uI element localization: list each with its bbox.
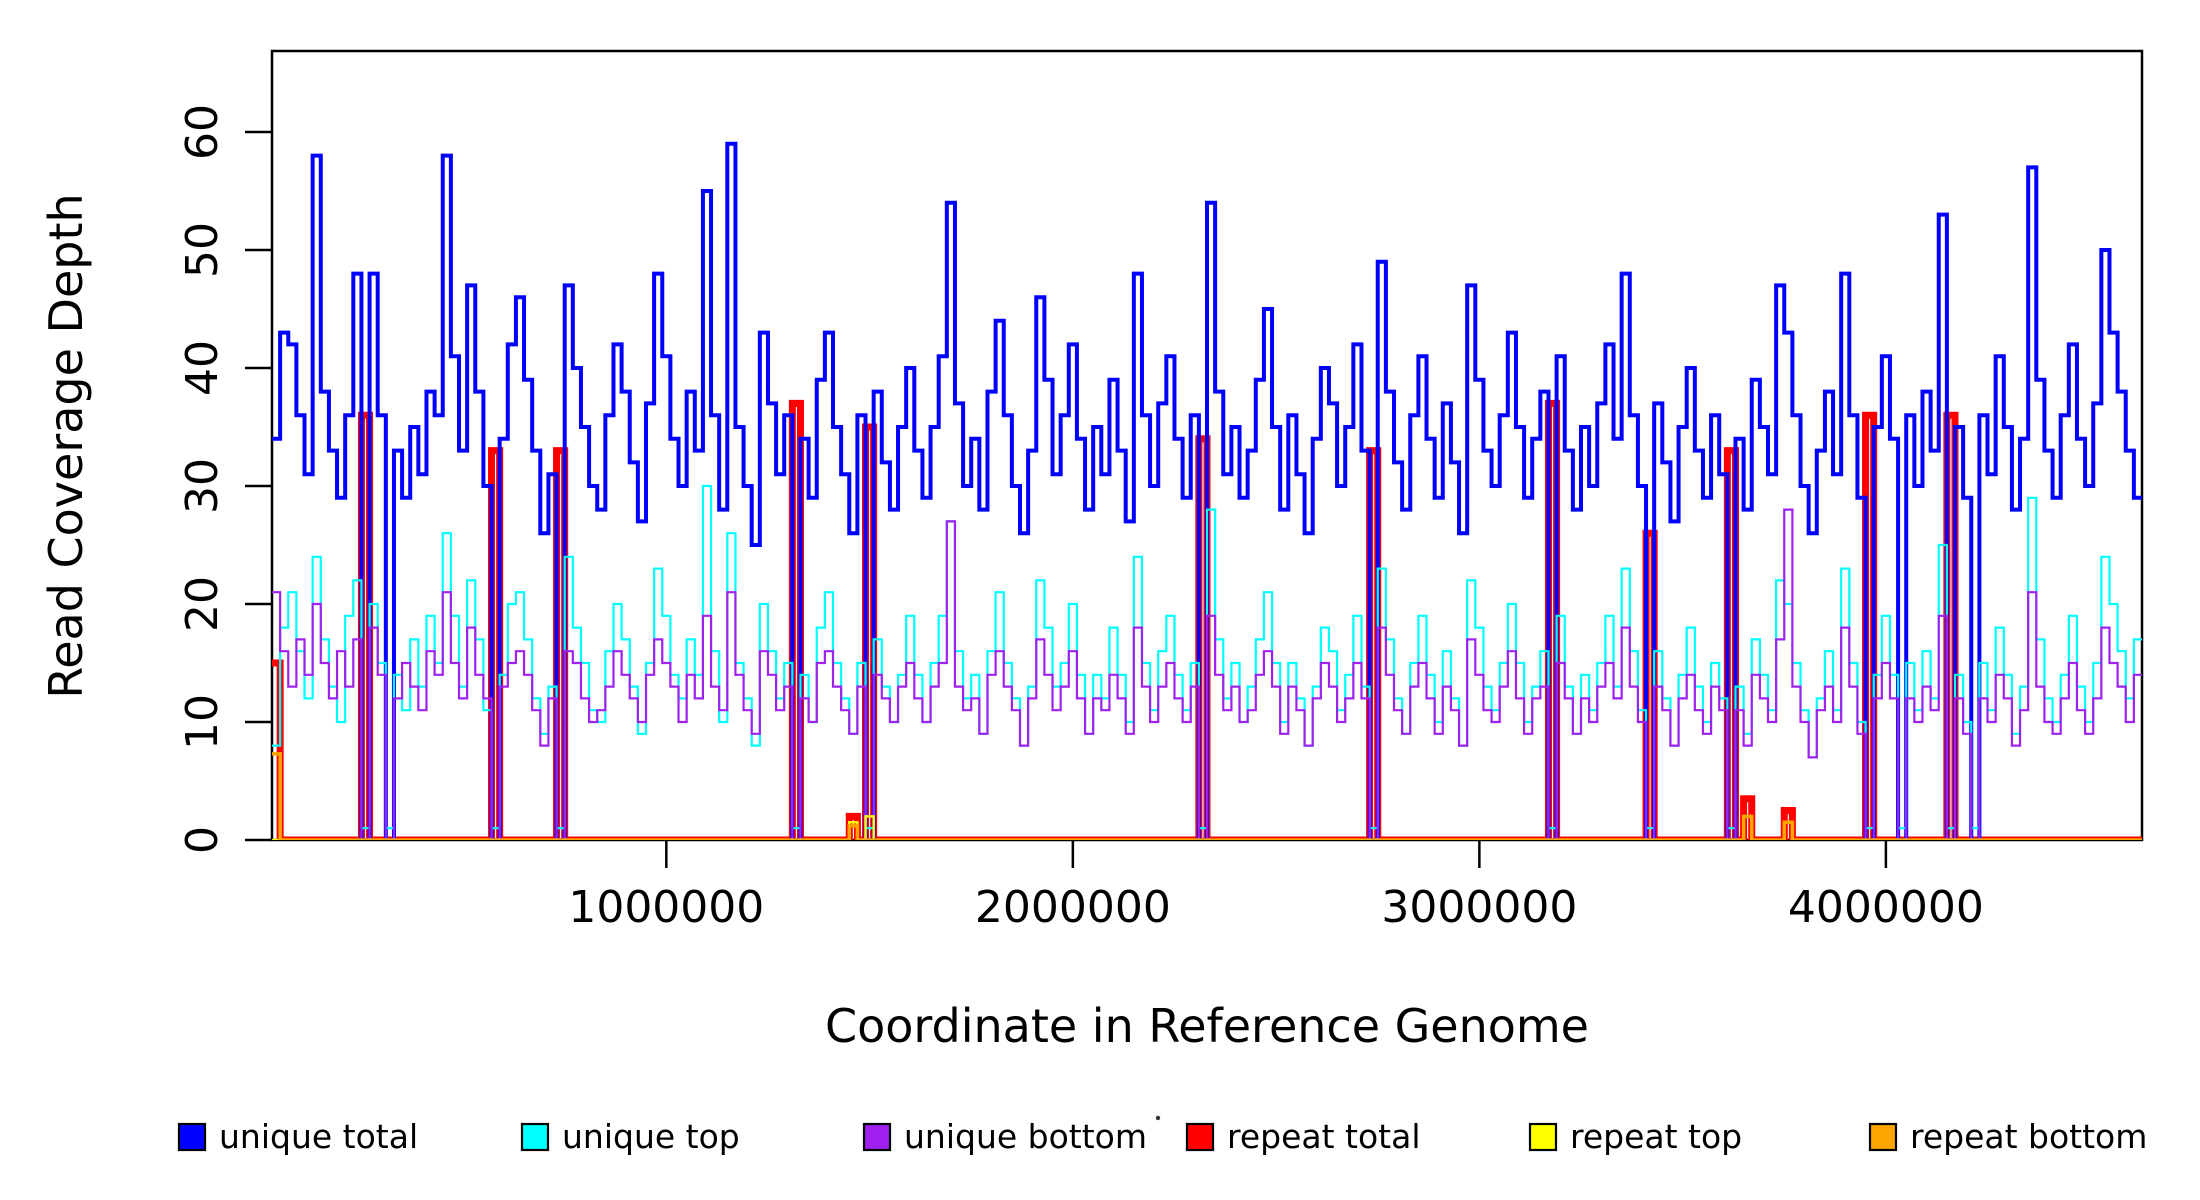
legend-swatch-repeat-top [1528, 1122, 1558, 1152]
legend-swatch-repeat-total [1185, 1122, 1215, 1152]
y-tick-label: 60 [177, 104, 228, 160]
y-tick-label: 20 [177, 576, 228, 632]
legend-swatch-repeat-bottom [1868, 1122, 1898, 1152]
legend-swatch-unique-total [177, 1122, 207, 1152]
x-axis-label: Coordinate in Reference Genome [825, 999, 1589, 1053]
x-tick-label: 3000000 [1381, 882, 1577, 933]
legend-label: repeat bottom [1910, 1117, 2147, 1156]
y-tick-label: 40 [177, 340, 228, 396]
y-tick-label: 0 [177, 826, 228, 854]
legend-item-repeat-bottom: repeat bottom [1868, 1117, 2147, 1156]
legend-label: unique top [562, 1117, 740, 1156]
y-axis-label: Read Coverage Depth [39, 193, 93, 698]
legend-item-unique-top: unique top [520, 1117, 740, 1156]
series-group [272, 141, 2142, 840]
y-tick-label: 10 [177, 694, 228, 750]
legend: unique total unique top unique bottom repea… [177, 1117, 2147, 1156]
x-axis-ticks: 1000000 2000000 3000000 4000000 [568, 840, 1984, 933]
y-tick-label: 30 [177, 458, 228, 514]
stray-dot [1155, 1115, 1161, 1121]
legend-item-repeat-total: repeat total [1185, 1117, 1421, 1156]
legend-label: repeat top [1570, 1117, 1742, 1156]
y-tick-label: 50 [177, 222, 228, 278]
x-tick-label: 4000000 [1788, 882, 1984, 933]
legend-label: repeat total [1227, 1117, 1421, 1156]
legend-item-unique-bottom: unique bottom [862, 1117, 1147, 1156]
x-tick-label: 2000000 [975, 882, 1171, 933]
legend-item-unique-total: unique total [177, 1117, 418, 1156]
legend-swatch-unique-top [520, 1122, 550, 1152]
legend-swatch-unique-bottom [862, 1122, 892, 1152]
y-axis-ticks: 0 10 20 30 40 50 60 [177, 104, 272, 854]
x-tick-label: 1000000 [568, 882, 764, 933]
legend-label: unique bottom [904, 1117, 1147, 1156]
series-unique-bottom [272, 508, 2142, 840]
legend-label: unique total [219, 1117, 418, 1156]
legend-item-repeat-top: repeat top [1528, 1117, 1742, 1156]
